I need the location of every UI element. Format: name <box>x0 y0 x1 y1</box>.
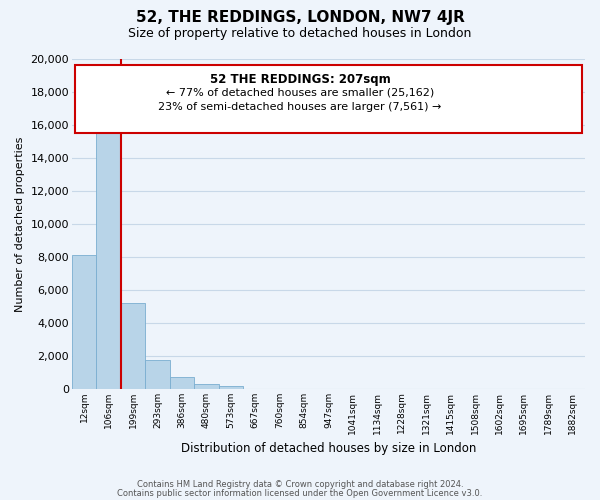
Bar <box>194 384 218 389</box>
Text: Contains HM Land Registry data © Crown copyright and database right 2024.: Contains HM Land Registry data © Crown c… <box>137 480 463 489</box>
Bar <box>121 303 145 389</box>
Bar <box>72 255 97 389</box>
Text: 23% of semi-detached houses are larger (7,561) →: 23% of semi-detached houses are larger (… <box>158 102 442 112</box>
Bar <box>97 116 121 389</box>
Y-axis label: Number of detached properties: Number of detached properties <box>15 136 25 312</box>
Text: ← 77% of detached houses are smaller (25,162): ← 77% of detached houses are smaller (25… <box>166 88 434 98</box>
Bar <box>218 386 243 389</box>
Text: Size of property relative to detached houses in London: Size of property relative to detached ho… <box>128 28 472 40</box>
Bar <box>145 360 170 389</box>
Bar <box>170 377 194 389</box>
Text: 52, THE REDDINGS, LONDON, NW7 4JR: 52, THE REDDINGS, LONDON, NW7 4JR <box>136 10 464 25</box>
Text: Contains public sector information licensed under the Open Government Licence v3: Contains public sector information licen… <box>118 490 482 498</box>
Text: 52 THE REDDINGS: 207sqm: 52 THE REDDINGS: 207sqm <box>209 72 391 86</box>
X-axis label: Distribution of detached houses by size in London: Distribution of detached houses by size … <box>181 442 476 455</box>
